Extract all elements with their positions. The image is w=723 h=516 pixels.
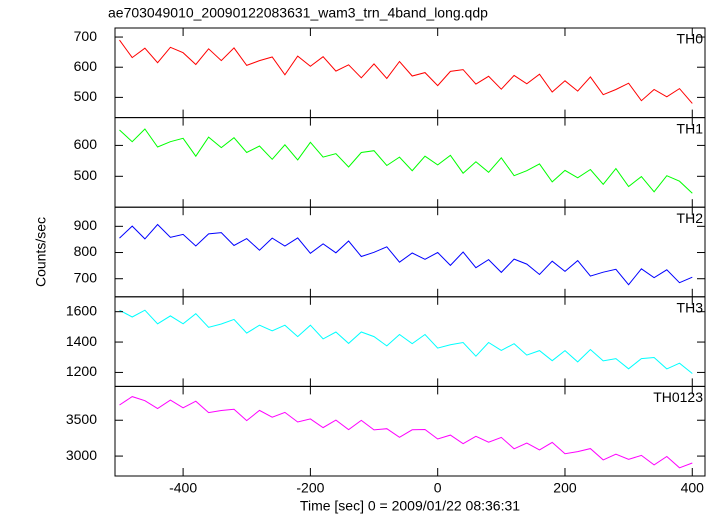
y-tick-label: 800 <box>74 243 98 259</box>
x-tick-label: 0 <box>434 480 442 496</box>
y-tick-label: 600 <box>74 136 98 152</box>
data-line <box>119 39 693 104</box>
y-tick-label: 700 <box>74 28 98 44</box>
y-tick-label: 3000 <box>66 447 97 463</box>
panel-frame <box>114 385 706 477</box>
x-axis-label: Time [sec] 0 = 2009/01/22 08:36:31 <box>300 498 520 514</box>
x-tick-label: 400 <box>681 480 705 496</box>
data-line <box>119 128 693 194</box>
data-line <box>119 396 693 469</box>
y-tick-label: 1600 <box>66 302 97 318</box>
panel-frame <box>114 117 706 208</box>
y-tick-label: 500 <box>74 167 98 183</box>
panel-label: TH0123 <box>653 389 703 405</box>
x-tick-label: -200 <box>296 480 324 496</box>
panel-frame <box>114 206 706 298</box>
y-tick-label: 700 <box>74 269 98 285</box>
y-tick-label: 900 <box>74 217 98 233</box>
x-tick-label: -400 <box>169 480 197 496</box>
y-tick-label: 500 <box>74 88 98 104</box>
y-tick-label: 1400 <box>66 333 97 349</box>
panel-label: TH3 <box>677 300 704 316</box>
data-line <box>119 309 693 374</box>
y-tick-label: 1200 <box>66 363 97 379</box>
y-tick-label: 3500 <box>66 411 97 427</box>
data-line <box>119 223 693 286</box>
y-axis-label: Counts/sec <box>33 217 49 287</box>
panel-label: TH2 <box>677 210 704 226</box>
panel-label: TH0 <box>677 31 704 47</box>
chart-title: ae703049010_20090122083631_wam3_trn_4ban… <box>108 5 488 21</box>
panel-label: TH1 <box>677 120 704 136</box>
x-tick-label: 200 <box>553 480 577 496</box>
y-tick-label: 600 <box>74 58 98 74</box>
